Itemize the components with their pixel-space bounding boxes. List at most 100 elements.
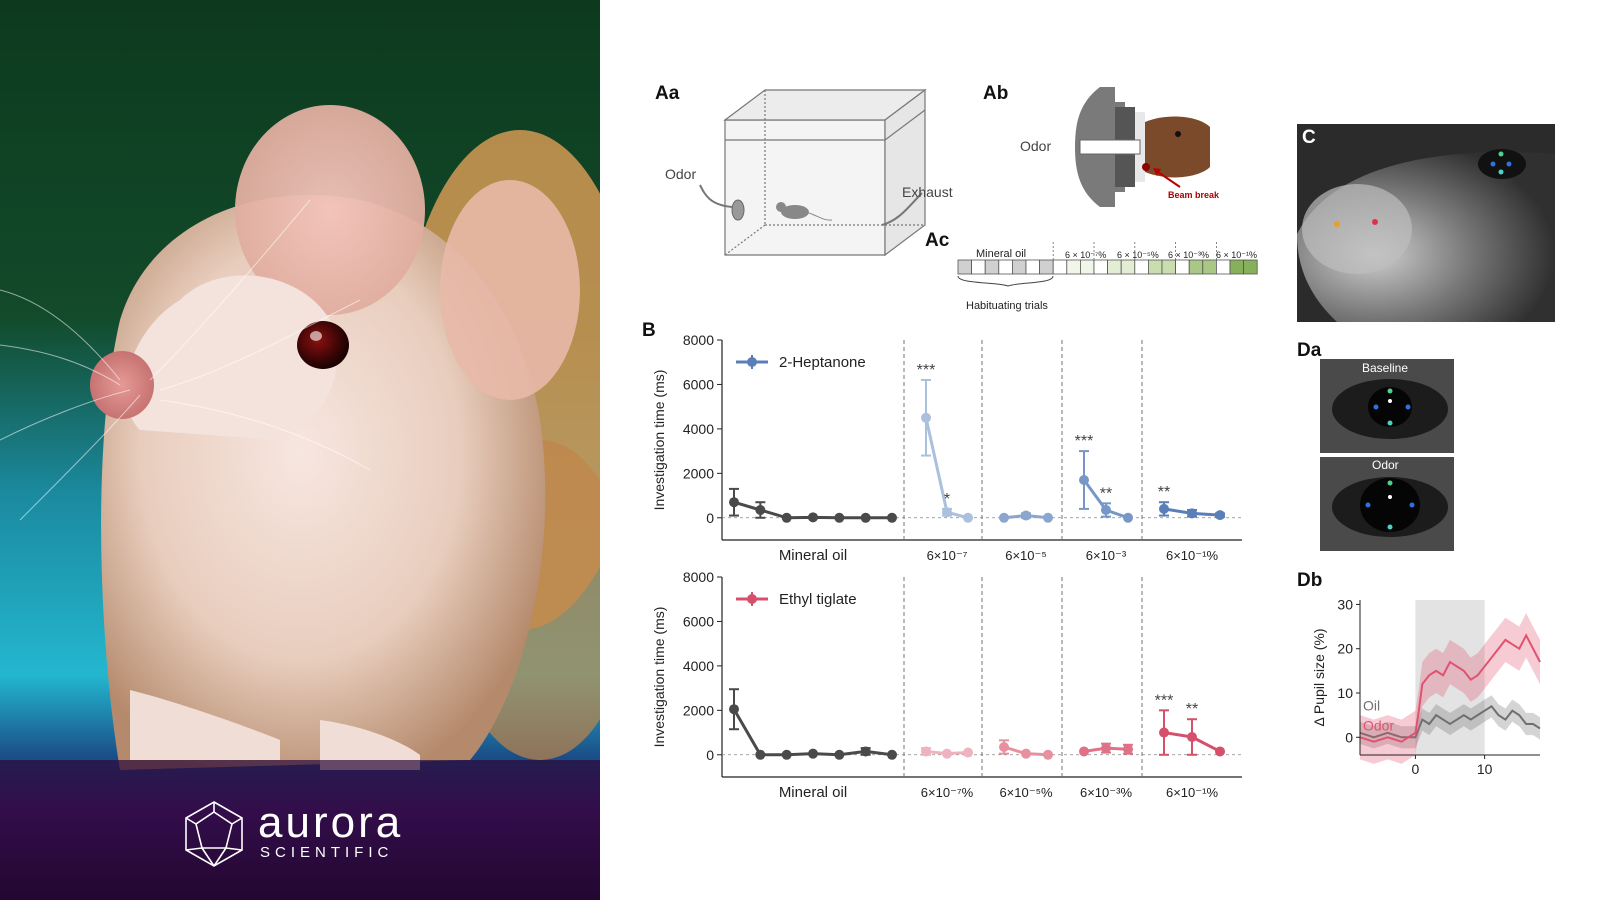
data-point — [963, 512, 973, 523]
data-point — [1079, 475, 1089, 485]
x-tick-label: 0 — [1411, 761, 1419, 777]
eye-icon — [1478, 149, 1526, 179]
trial-cell — [1052, 259, 1068, 275]
ac-conc-1: 6 × 10⁻⁷% — [1065, 250, 1107, 260]
trial-cell — [984, 259, 1000, 275]
data-point — [860, 746, 871, 757]
data-point — [1159, 727, 1169, 738]
data-point — [1187, 732, 1197, 742]
y-tick-label: 8000 — [683, 332, 714, 348]
chart-B-top: 0 2000 4000 6000 8000 Investigation time (ms)… — [651, 332, 1242, 564]
trial-cell — [1107, 259, 1122, 275]
trial-cell — [1093, 259, 1109, 275]
series-line — [1359, 704, 1541, 739]
data-point — [1021, 748, 1031, 759]
y-axis-label: Investigation time (ms) — [651, 607, 667, 748]
y-tick-label: 0 — [706, 510, 714, 526]
data-point — [963, 747, 973, 758]
trial-cell — [1012, 259, 1027, 275]
group-label: 6×10⁻⁷ — [927, 548, 968, 563]
significance-stars: *** — [917, 362, 936, 379]
data-point — [1187, 508, 1197, 519]
ac-habituating-label: Habituating trials — [966, 300, 1048, 312]
group-label: 6×10⁻¹% — [1166, 548, 1218, 563]
data-point — [808, 512, 818, 523]
da-odor-label: Odor — [1372, 458, 1399, 472]
chart-B-bottom: 0 2000 4000 6000 8000 Investigation time (ms)… — [651, 569, 1242, 801]
data-point — [755, 505, 766, 515]
sem-band — [1360, 613, 1540, 764]
data-point — [887, 749, 897, 760]
y-tick-label: 2000 — [683, 465, 714, 481]
trial-cell — [1039, 259, 1054, 275]
trial-cell — [1147, 259, 1163, 275]
y-tick-label: 4000 — [683, 658, 714, 674]
panel-label-da: Da — [1297, 340, 1322, 361]
group-label: 6×10⁻⁷% — [921, 785, 974, 800]
y-tick-label: 2000 — [683, 702, 714, 718]
group-label: 6×10⁻⁵ — [1005, 548, 1047, 563]
trial-cell — [1188, 259, 1204, 275]
x-tick-label: 10 — [1477, 761, 1493, 777]
trial-cell — [1243, 259, 1258, 275]
panel-label-db: Db — [1297, 570, 1323, 591]
y-tick-label: 30 — [1337, 596, 1353, 612]
y-tick-label: 8000 — [683, 569, 714, 585]
panel-label-c: C — [1302, 127, 1316, 148]
tracking-point — [1334, 221, 1340, 227]
trial-cell — [1202, 259, 1217, 275]
ac-conc-3: 6 × 10⁻³% — [1168, 250, 1210, 260]
odor-eye-image — [1320, 457, 1454, 551]
data-point — [1079, 746, 1089, 757]
trial-cell — [1134, 259, 1149, 275]
data-point — [999, 742, 1009, 752]
trial-cell — [1025, 259, 1041, 275]
nose-poke-diagram — [1075, 87, 1210, 207]
pupil-size-chart: 0 10 20 30 0 10 Δ Pupil size (%) Oil Odor — [1311, 596, 1541, 777]
aurora-logo: aurora SCIENTIFIC — [180, 798, 440, 870]
ab-odor-label: Odor — [1020, 138, 1052, 154]
baseline-eye-image — [1320, 359, 1454, 453]
data-point — [1123, 744, 1133, 755]
group-label: 6×10⁻³% — [1080, 785, 1132, 800]
aa-exhaust-label: Exhaust — [902, 184, 953, 200]
data-point — [781, 512, 792, 523]
data-point — [834, 512, 845, 523]
data-point — [808, 748, 818, 759]
y-tick-label: 0 — [706, 747, 714, 763]
trial-cell — [971, 259, 986, 275]
data-point — [729, 704, 739, 715]
y-axis-label: Δ Pupil size (%) — [1311, 628, 1327, 726]
tracking-point — [1498, 169, 1504, 175]
beam-sensor-icon — [1142, 163, 1150, 171]
panel-label-ab: Ab — [983, 83, 1009, 104]
group-label: 6×10⁻¹% — [1166, 785, 1218, 800]
aa-odor-label: Odor — [665, 166, 697, 182]
trial-cell — [1229, 259, 1245, 275]
tracking-point — [1490, 161, 1496, 167]
data-point — [781, 749, 792, 760]
y-tick-label: 0 — [1345, 729, 1353, 745]
data-point — [860, 512, 871, 523]
data-point — [1123, 512, 1133, 523]
y-axis-label: Investigation time (ms) — [651, 370, 667, 511]
data-point — [999, 512, 1009, 523]
trial-cell — [1161, 259, 1177, 275]
group-label: Mineral oil — [779, 547, 847, 564]
significance-stars: ** — [1100, 485, 1112, 502]
series-line — [1359, 633, 1541, 743]
y-tick-label: 6000 — [683, 376, 714, 392]
group-label: 6×10⁻⁵% — [999, 785, 1053, 800]
legend-label: 2-Heptanone — [779, 354, 866, 371]
y-tick-label: 10 — [1337, 685, 1353, 701]
data-point — [1021, 510, 1031, 521]
y-tick-label: 6000 — [683, 613, 714, 629]
logo-polyhedron-icon — [185, 801, 243, 867]
significance-stars: *** — [1075, 433, 1094, 450]
tracking-point — [1372, 219, 1378, 225]
significance-stars: * — [944, 491, 950, 508]
data-point — [887, 512, 897, 523]
data-point — [729, 497, 739, 508]
data-point — [921, 746, 931, 757]
brand-name: aurora — [258, 798, 404, 847]
